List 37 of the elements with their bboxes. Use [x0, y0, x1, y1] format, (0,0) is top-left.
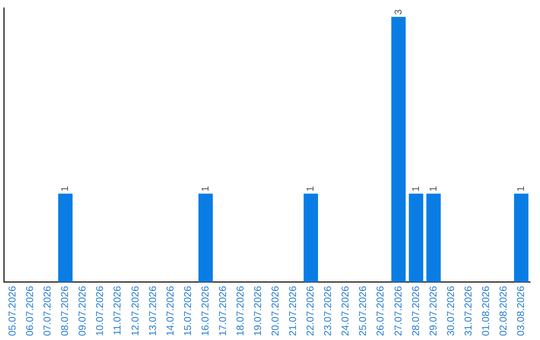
- x-tick-label: 18.07.2026: [235, 286, 246, 336]
- x-tick-label: 12.07.2026: [130, 286, 142, 336]
- x-tick-label: 01.08.2026: [480, 286, 492, 336]
- x-tick-label: 22.07.2026: [306, 286, 317, 336]
- x-tick-label: 28.07.2026: [410, 286, 422, 336]
- x-tick-label: 03.08.2026: [516, 286, 527, 336]
- x-tick-label: 05.07.2026: [8, 286, 19, 336]
- x-tick-label: 15.07.2026: [182, 286, 194, 336]
- x-tick-label: 25.07.2026: [358, 286, 370, 336]
- x-tick-label: 27.07.2026: [393, 286, 404, 336]
- x-tick-label: 31.07.2026: [463, 286, 474, 336]
- data-label: 1: [200, 186, 212, 192]
- x-tick-label: 20.07.2026: [270, 286, 282, 336]
- x-tick-label: 08.07.2026: [60, 286, 72, 336]
- data-label: 1: [410, 186, 422, 192]
- x-tick-label: 30.07.2026: [446, 286, 457, 336]
- data-label: 1: [306, 186, 317, 192]
- x-tick-label: 29.07.2026: [428, 286, 440, 336]
- x-tick-label: 09.07.2026: [78, 286, 89, 336]
- data-label: 3: [393, 8, 404, 15]
- x-tick-label: 10.07.2026: [95, 286, 106, 336]
- x-tick-label: 24.07.2026: [340, 286, 352, 336]
- x-tick-label: 26.07.2026: [376, 286, 387, 336]
- x-tick-label: 13.07.2026: [148, 286, 159, 336]
- data-label: 1: [60, 186, 72, 192]
- x-tick-label: 17.07.2026: [218, 286, 229, 336]
- x-tick-label: 06.07.2026: [25, 286, 36, 336]
- x-tick-label: 21.07.2026: [288, 286, 300, 336]
- x-tick-label: 14.07.2026: [165, 286, 176, 336]
- data-label: 1: [428, 186, 440, 192]
- x-tick-label: 19.07.2026: [252, 286, 264, 336]
- data-label: 1: [516, 186, 527, 192]
- x-tick-label: 07.07.2026: [42, 286, 54, 336]
- x-tick-label: 11.07.2026: [112, 286, 124, 336]
- x-tick-label: 16.07.2026: [200, 286, 212, 336]
- x-tick-label: 02.08.2026: [498, 286, 510, 336]
- x-tick-label: 23.07.2026: [323, 286, 334, 336]
